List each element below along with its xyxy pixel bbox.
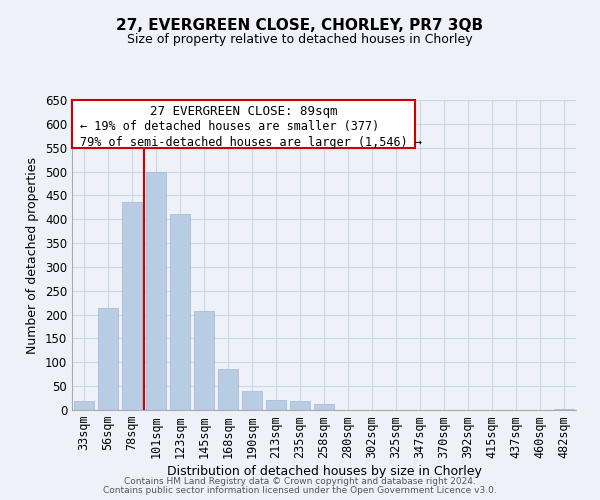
Text: ← 19% of detached houses are smaller (377): ← 19% of detached houses are smaller (37…: [80, 120, 379, 133]
Bar: [314, 404, 334, 410]
Bar: [170, 214, 190, 410]
Bar: [194, 312, 214, 410]
Bar: [98, 308, 118, 410]
X-axis label: Distribution of detached houses by size in Chorley: Distribution of detached houses by size …: [167, 464, 481, 477]
Text: Contains public sector information licensed under the Open Government Licence v3: Contains public sector information licen…: [103, 486, 497, 495]
Bar: [74, 402, 94, 410]
Bar: [554, 409, 574, 410]
Text: Size of property relative to detached houses in Chorley: Size of property relative to detached ho…: [127, 32, 473, 46]
Y-axis label: Number of detached properties: Number of detached properties: [26, 156, 40, 354]
Bar: [266, 400, 286, 410]
Text: 79% of semi-detached houses are larger (1,546) →: 79% of semi-detached houses are larger (…: [80, 136, 422, 148]
Text: 27 EVERGREEN CLOSE: 89sqm: 27 EVERGREEN CLOSE: 89sqm: [149, 104, 337, 118]
Bar: [290, 402, 310, 410]
Bar: [146, 172, 166, 410]
Text: 27, EVERGREEN CLOSE, CHORLEY, PR7 3QB: 27, EVERGREEN CLOSE, CHORLEY, PR7 3QB: [116, 18, 484, 32]
Bar: [218, 368, 238, 410]
FancyBboxPatch shape: [72, 100, 415, 148]
Bar: [242, 391, 262, 410]
Text: Contains HM Land Registry data © Crown copyright and database right 2024.: Contains HM Land Registry data © Crown c…: [124, 477, 476, 486]
Bar: [122, 202, 142, 410]
